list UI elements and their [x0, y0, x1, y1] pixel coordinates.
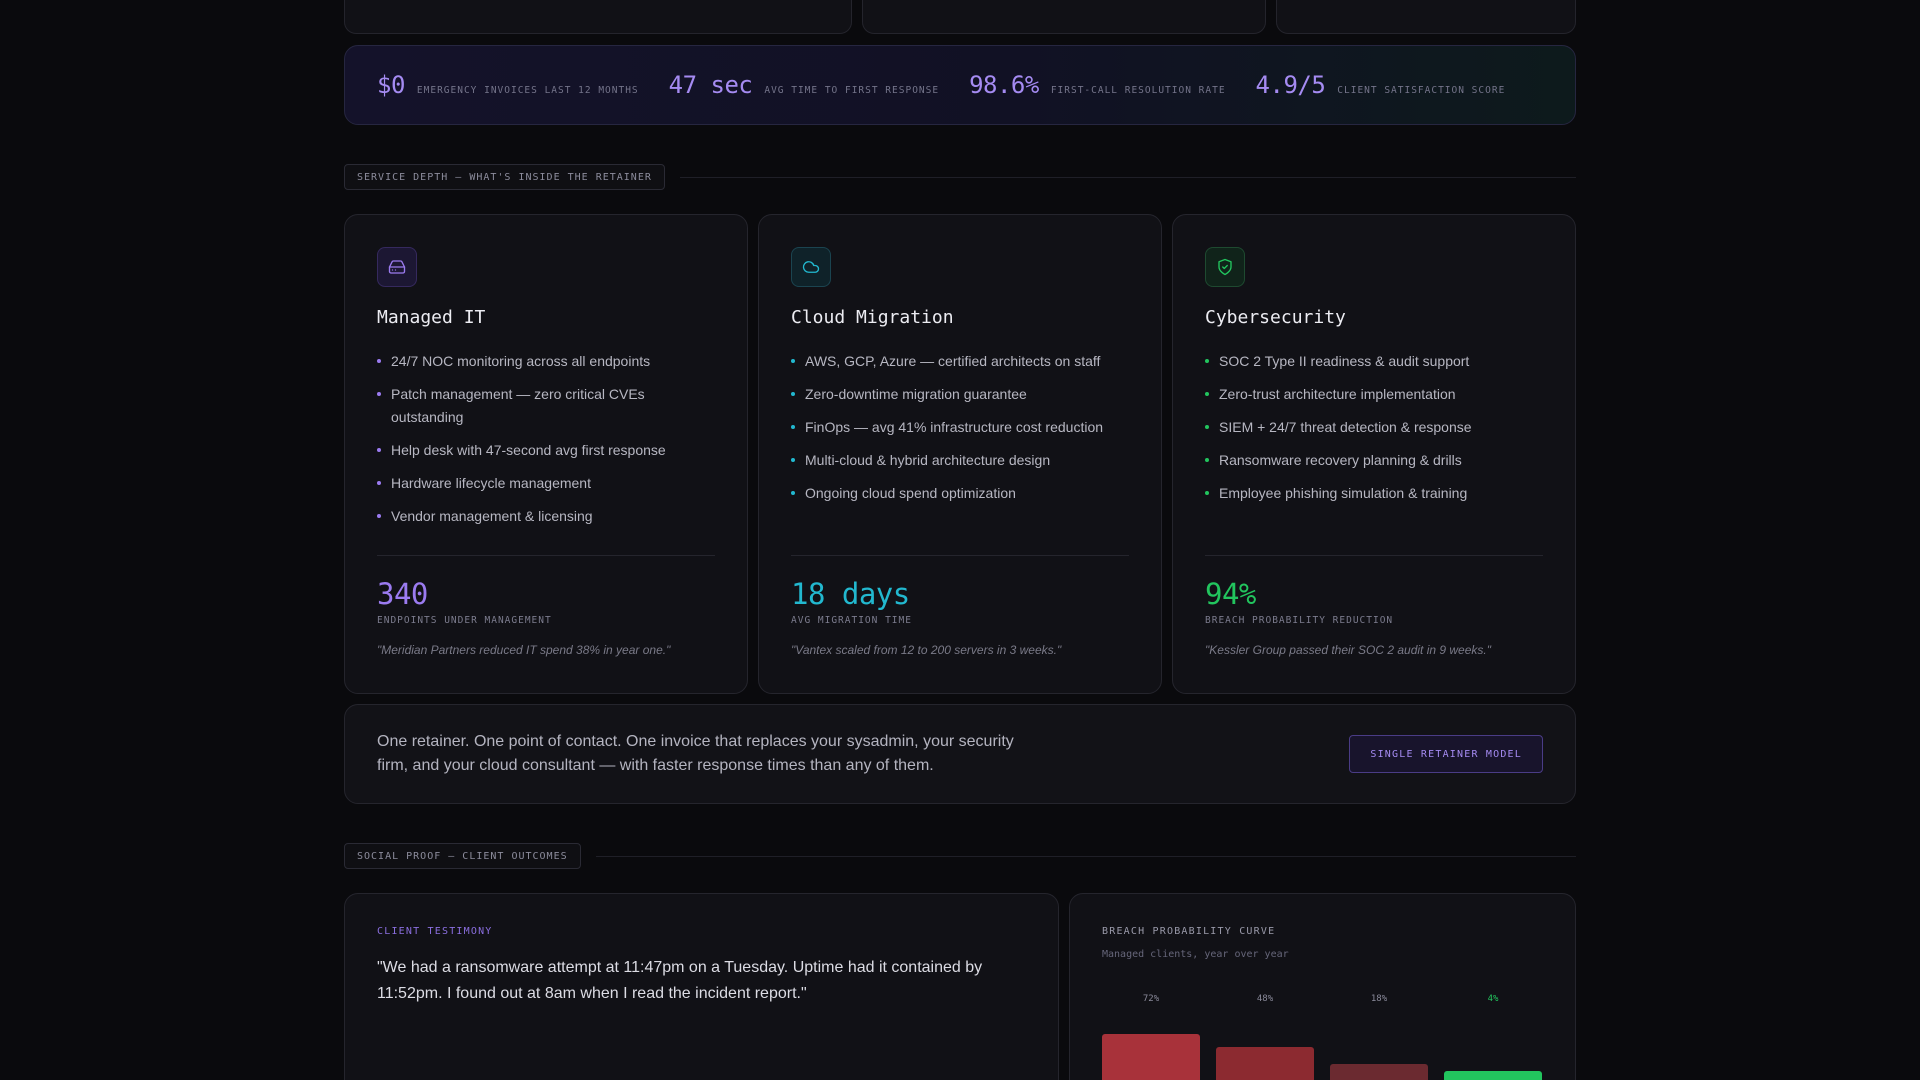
service-metric-label: AVG MIGRATION TIME — [791, 615, 912, 626]
bullet-icon — [1205, 359, 1209, 363]
bullet-icon — [377, 392, 381, 396]
bullet-icon — [1205, 392, 1209, 396]
retainer-text: One retainer. One point of contact. One … — [377, 733, 1014, 774]
single-retainer-model-button[interactable]: SINGLE RETAINER MODEL — [1349, 735, 1543, 773]
service-section-label: SERVICE DEPTH — WHAT'S INSIDE THE RETAIN… — [344, 164, 665, 190]
stat-response-time: 47 sec AVG TIME TO FIRST RESPONSE — [669, 71, 939, 99]
section-divider — [680, 177, 1576, 178]
list-item: SIEM + 24/7 threat detection & response — [1205, 416, 1543, 439]
chart-subtitle: Managed clients, year over year — [1102, 949, 1289, 960]
bullet-icon — [1205, 458, 1209, 462]
service-metric-label: ENDPOINTS UNDER MANAGEMENT — [377, 615, 552, 626]
hard-drive-icon — [377, 247, 417, 287]
list-item: AWS, GCP, Azure — certified architects o… — [791, 350, 1129, 373]
stat-value: 47 sec — [668, 71, 753, 99]
bullet-icon — [791, 425, 795, 429]
bar — [1102, 1034, 1200, 1080]
list-item: 24/7 NOC monitoring across all endpoints — [377, 350, 715, 373]
service-feature-list: SOC 2 Type II readiness & audit support … — [1205, 350, 1543, 505]
stat-label: AVG TIME TO FIRST RESPONSE — [764, 85, 940, 96]
bullet-icon — [791, 491, 795, 495]
stat-value: $0 — [377, 71, 405, 99]
bar — [1330, 1063, 1428, 1080]
list-item: SOC 2 Type II readiness & audit support — [1205, 350, 1543, 373]
list-item: Hardware lifecycle management — [377, 472, 715, 495]
cloud-icon — [791, 247, 831, 287]
bar-label: 72% — [1142, 994, 1160, 1004]
service-feature-list: AWS, GCP, Azure — certified architects o… — [791, 350, 1129, 505]
list-item: Multi-cloud & hybrid architecture design — [791, 449, 1129, 472]
retainer-banner: One retainer. One point of contact. One … — [344, 704, 1576, 804]
list-item: Help desk with 47-second avg first respo… — [377, 439, 715, 462]
bullet-icon — [377, 359, 381, 363]
list-item: Vendor management & licensing — [377, 505, 715, 528]
list-item: Zero-trust architecture implementation — [1205, 383, 1543, 406]
list-item: Zero-downtime migration guarantee — [791, 383, 1129, 406]
bar-label: 18% — [1370, 994, 1388, 1004]
stats-banner: $0 EMERGENCY INVOICES LAST 12 MONTHS 47 … — [344, 45, 1576, 125]
service-quote: "Vantex scaled from 12 to 200 servers in… — [791, 643, 1062, 657]
list-item: Ongoing cloud spend optimization — [791, 482, 1129, 505]
social-section-label: SOCIAL PROOF — CLIENT OUTCOMES — [344, 843, 581, 869]
card-divider — [791, 555, 1129, 556]
chart-title: BREACH PROBABILITY CURVE — [1102, 926, 1276, 937]
stat-label: EMERGENCY INVOICES LAST 12 MONTHS — [416, 85, 639, 96]
bar — [1444, 1071, 1542, 1080]
service-title: Cloud Migration — [791, 307, 954, 328]
breach-chart-card: BREACH PROBABILITY CURVE Managed clients… — [1069, 893, 1576, 1080]
section-divider — [596, 856, 1576, 857]
stat-emergency-invoices: $0 EMERGENCY INVOICES LAST 12 MONTHS — [377, 71, 639, 99]
service-title: Cybersecurity — [1205, 307, 1346, 328]
stat-label: CLIENT SATISFACTION SCORE — [1337, 85, 1506, 96]
stat-value: 4.9/5 — [1255, 71, 1326, 99]
list-item: Ransomware recovery planning & drills — [1205, 449, 1543, 472]
card-divider — [1205, 555, 1543, 556]
service-title: Managed IT — [377, 307, 486, 328]
top-card-1 — [344, 0, 852, 34]
shield-check-icon — [1205, 247, 1245, 287]
service-card-cybersecurity: Cybersecurity SOC 2 Type II readiness & … — [1172, 214, 1576, 694]
service-metric: 18 days — [791, 577, 910, 611]
service-feature-list: 24/7 NOC monitoring across all endpoints… — [377, 350, 715, 528]
service-metric-label: BREACH PROBABILITY REDUCTION — [1205, 615, 1394, 626]
stat-resolution-rate: 98.6% FIRST-CALL RESOLUTION RATE — [969, 71, 1225, 99]
bullet-icon — [791, 458, 795, 462]
service-quote: "Kessler Group passed their SOC 2 audit … — [1205, 643, 1491, 657]
service-metric: 340 — [377, 577, 428, 611]
bar-label: 48% — [1256, 994, 1274, 1004]
list-item: FinOps — avg 41% infrastructure cost red… — [791, 416, 1129, 439]
bullet-icon — [1205, 425, 1209, 429]
bullet-icon — [791, 392, 795, 396]
bar-label: 4% — [1487, 994, 1499, 1004]
service-metric: 94% — [1205, 577, 1256, 611]
stat-label: FIRST-CALL RESOLUTION RATE — [1050, 85, 1226, 96]
testimony-quote: "We had a ransomware attempt at 11:47pm … — [377, 959, 983, 1002]
bar-chart: 72% 48% 18% 4% — [1102, 994, 1543, 1080]
bar — [1216, 1047, 1314, 1080]
bullet-icon — [1205, 491, 1209, 495]
bullet-icon — [377, 481, 381, 485]
service-quote: "Meridian Partners reduced IT spend 38% … — [377, 643, 671, 657]
bullet-icon — [377, 514, 381, 518]
card-divider — [377, 555, 715, 556]
list-item: Patch management — zero critical CVEs ou… — [377, 383, 715, 429]
top-card-2 — [862, 0, 1266, 34]
service-card-cloud-migration: Cloud Migration AWS, GCP, Azure — certif… — [758, 214, 1162, 694]
bullet-icon — [377, 448, 381, 452]
bullet-icon — [791, 359, 795, 363]
top-card-3 — [1276, 0, 1576, 34]
testimony-eyebrow: CLIENT TESTIMONY — [377, 926, 493, 937]
testimony-card: CLIENT TESTIMONY "We had a ransomware at… — [344, 893, 1059, 1080]
stat-satisfaction: 4.9/5 CLIENT SATISFACTION SCORE — [1256, 71, 1506, 99]
list-item: Employee phishing simulation & training — [1205, 482, 1543, 505]
stat-value: 98.6% — [969, 71, 1039, 99]
service-card-managed-it: Managed IT 24/7 NOC monitoring across al… — [344, 214, 748, 694]
